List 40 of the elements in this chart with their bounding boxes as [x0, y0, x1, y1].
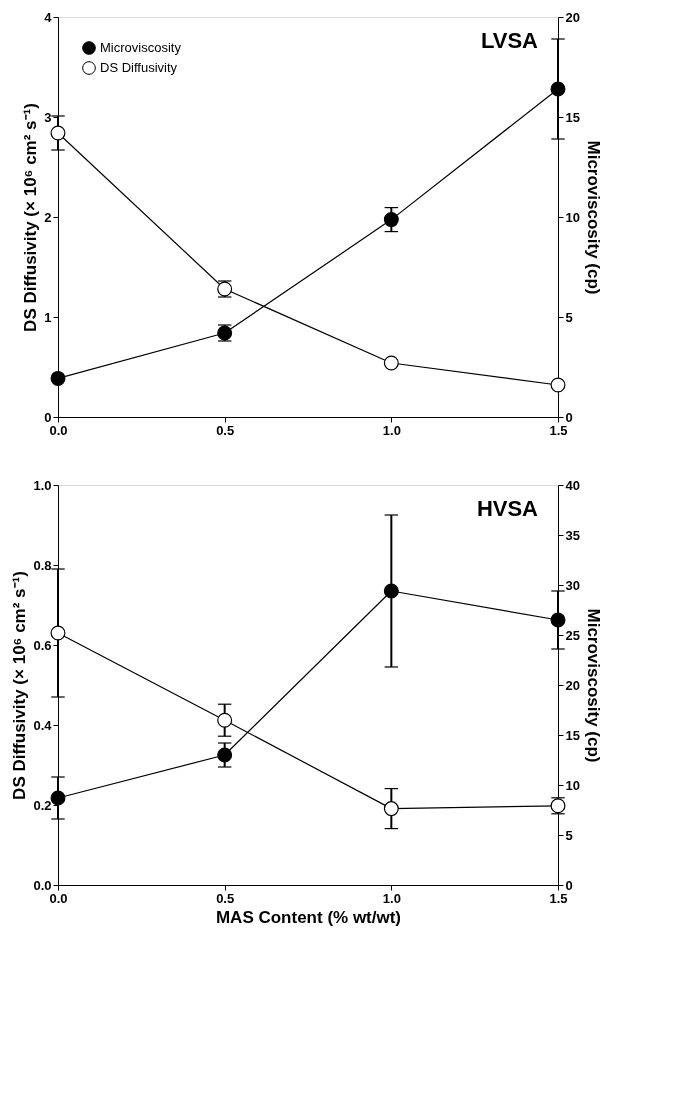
text: LVSA [480, 28, 539, 53]
y-tick-label: 0.0 [33, 877, 52, 893]
y-tick-label: 3 [44, 109, 52, 125]
x-tick-label: 1.0 [382, 422, 401, 438]
y2-axis-title: Microviscosity (cp) [583, 140, 603, 295]
y2-tick-label: 0 [565, 877, 573, 893]
x-tick-label: 1.5 [549, 422, 568, 438]
y2-tick-label: 30 [565, 577, 580, 593]
y2-tick-label: 10 [565, 209, 580, 225]
text: HVSA [476, 496, 539, 521]
legend-label: DS Diffusivity [100, 60, 178, 75]
y-tick-label: 4 [44, 9, 53, 25]
y2-tick-label: 35 [565, 527, 580, 543]
y2-tick-label: 20 [565, 677, 580, 693]
y-tick-label: 0 [44, 409, 52, 425]
y2-tick-label: 5 [565, 827, 573, 843]
y-tick-label: 0.2 [33, 797, 52, 813]
y-tick-label: 0.6 [33, 637, 52, 653]
y2-tick-label: 20 [565, 9, 580, 25]
y2-tick-label: 15 [565, 727, 580, 743]
y2-tick-label: 25 [565, 627, 580, 643]
x-axis-title: MAS Content (% wt/wt) [215, 907, 402, 927]
y2-tick-label: 40 [565, 477, 580, 493]
x-tick-label: 1.5 [549, 890, 568, 906]
y-tick-label: 1.0 [33, 477, 52, 493]
y2-tick-label: 5 [565, 309, 573, 325]
y-tick-label: 0.4 [33, 717, 53, 733]
legend-label: Microviscosity [100, 40, 182, 55]
y-tick-label: 0.8 [33, 557, 52, 573]
y-axis-title: DS Diffusivity (× 10⁶ cm² s⁻¹) [21, 103, 41, 332]
y2-tick-label: 15 [565, 109, 580, 125]
x-tick-label: 0.5 [216, 890, 235, 906]
y-axis-title: DS Diffusivity (× 10⁶ cm² s⁻¹) [10, 571, 30, 800]
x-tick-label: 0.5 [216, 422, 235, 438]
y-tick-label: 1 [44, 309, 52, 325]
x-tick-label: 1.0 [382, 890, 401, 906]
y2-tick-label: 10 [565, 777, 580, 793]
y-tick-label: 2 [44, 209, 52, 225]
y2-axis-title: Microviscosity (cp) [583, 608, 603, 763]
y2-tick-label: 0 [565, 409, 573, 425]
